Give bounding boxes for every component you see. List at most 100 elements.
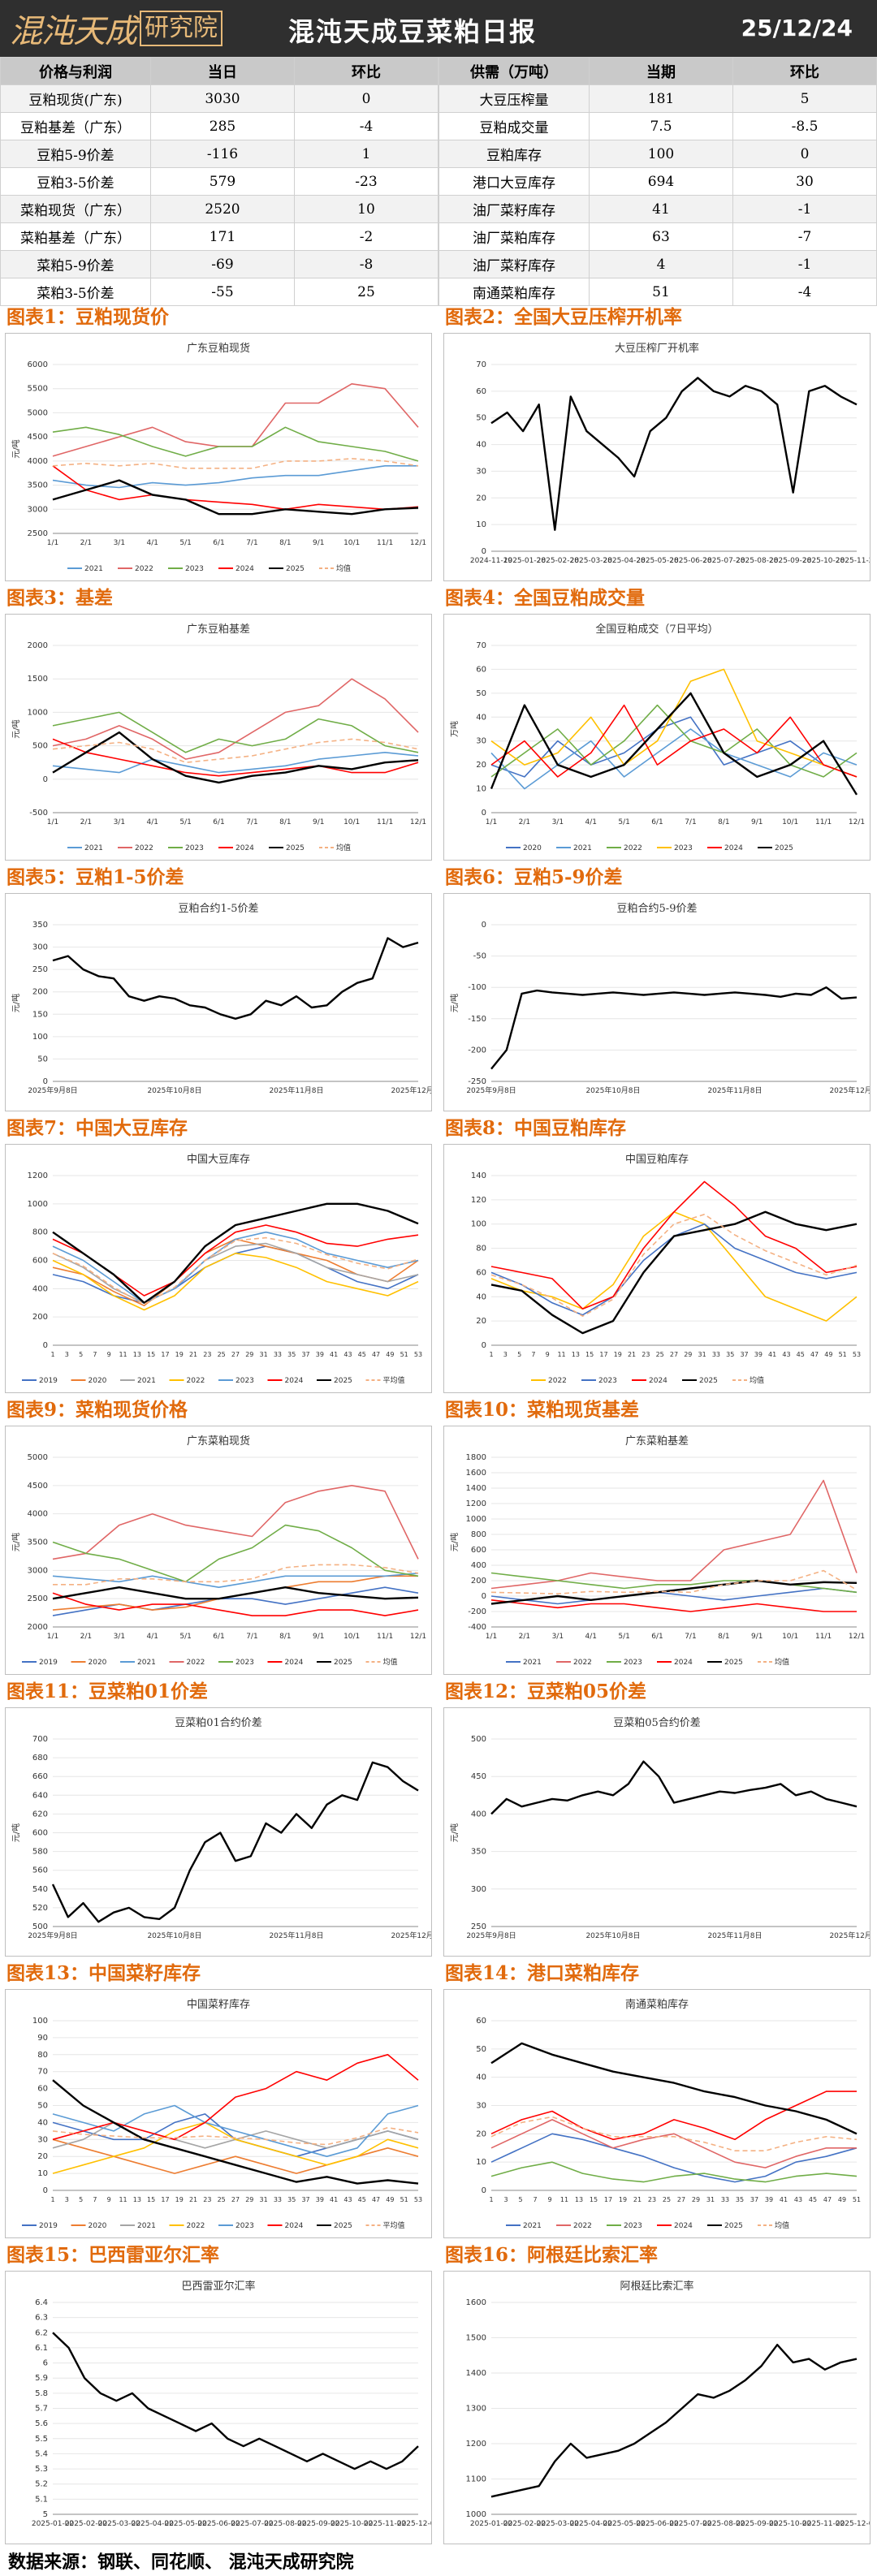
x-tick-label: 31 xyxy=(260,2196,268,2203)
x-tick-label: 3/1 xyxy=(552,818,564,826)
y-tick-label: 450 xyxy=(471,1772,486,1781)
x-tick-label: 51 xyxy=(400,1351,408,1358)
y-tick-label: 5.4 xyxy=(35,2449,48,2458)
chart-svg: 阿根廷比索汇率 1000 1100 1200 1300 1400 1500 1600 2025-… xyxy=(466,2280,870,2528)
legend-label: 2025 xyxy=(724,1659,743,1667)
x-tick-label: 4/1 xyxy=(146,1633,158,1641)
column-header: 供需（万吨） xyxy=(438,57,590,85)
y-tick-label: 10 xyxy=(476,520,486,529)
y-tick-label: 40 xyxy=(476,1292,486,1301)
x-tick-label: 6/1 xyxy=(651,818,663,826)
y-tick-label: 5 xyxy=(43,2510,48,2519)
current-value: 7.5 xyxy=(589,112,733,140)
current-value: -69 xyxy=(150,250,295,278)
column-header: 环比 xyxy=(732,57,877,85)
y-tick-label: 50 xyxy=(476,414,486,423)
x-tick-label: 2025-01-02 xyxy=(32,2520,74,2528)
chart-panel: 中国菜籽库存 0 10 20 30 40 50 60 70 80 90 100 1 3 5 7 9 11 13 15 1… xyxy=(5,1989,432,2238)
x-tick-label: 2/1 xyxy=(80,539,92,547)
current-value: 181 xyxy=(589,84,733,113)
chart-caption: 图表1：豆粕现货价 xyxy=(6,306,170,328)
x-tick-label: 2025-10-28 xyxy=(802,557,845,565)
series-line-2025 xyxy=(490,2042,858,2135)
legend-label: 2022 xyxy=(187,2222,205,2230)
table-row: 豆粕成交量 7.5 -8.5 xyxy=(438,112,877,140)
company-logo: 混沌天成 研究院 xyxy=(10,8,222,50)
legend-label: 2025 xyxy=(334,2222,352,2230)
x-tick-label: 9 xyxy=(547,2196,551,2203)
y-tick-label: 700 xyxy=(32,1735,48,1744)
chart-panel: 阿根廷比索汇率 1000 1100 1200 1300 1400 1500 1600 2025-… xyxy=(443,2271,871,2544)
x-tick-label: 4/1 xyxy=(146,539,158,547)
legend-label: 2019 xyxy=(39,1659,58,1667)
table-row: 豆粕3-5价差 579 -23 xyxy=(0,167,438,196)
x-tick-label: 2025-09-02 xyxy=(736,2520,778,2528)
chart-title: 南通菜粕库存 xyxy=(625,1998,689,2011)
x-tick-label: 45 xyxy=(358,1351,366,1358)
series-line-均值 xyxy=(490,2116,858,2151)
y-tick-label: 3000 xyxy=(28,1566,48,1575)
y-tick-label: 6.2 xyxy=(35,2328,48,2337)
x-tick-label: 2025-11-28 xyxy=(836,557,870,565)
x-tick-label: 7 xyxy=(531,1351,535,1358)
table-row: 豆粕库存 100 0 xyxy=(438,140,877,168)
series-line-2023 xyxy=(52,711,419,753)
y-tick-label: 1000 xyxy=(28,1200,48,1209)
table-row: 油厂菜籽库存 4 -1 xyxy=(438,250,877,278)
current-value: 285 xyxy=(150,112,295,140)
chart-title: 豆粕合约5-9价差 xyxy=(617,903,698,915)
x-tick-label: 7/1 xyxy=(246,1633,257,1641)
x-tick-label: 49 xyxy=(824,1351,832,1358)
y-tick-label: 6000 xyxy=(28,360,48,369)
x-tick-label: 3/1 xyxy=(114,1633,125,1641)
x-tick-label: 2025年12月8日 xyxy=(829,1085,870,1095)
y-tick-label: 1100 xyxy=(466,2475,486,2484)
legend-label: 2021 xyxy=(573,844,592,852)
y-tick-label: 0 xyxy=(482,2186,486,2195)
series-line-平均值 xyxy=(52,1236,419,1305)
x-tick-label: 2025-08-02 xyxy=(702,2520,745,2528)
x-tick-label: 15 xyxy=(585,1351,594,1358)
y-tick-label: 5000 xyxy=(28,408,48,417)
y-tick-label: 60 xyxy=(476,387,486,396)
current-value: 100 xyxy=(589,140,733,168)
x-tick-label: 9/1 xyxy=(313,1633,324,1641)
series-line-2022 xyxy=(52,382,419,457)
y-tick-label: 200 xyxy=(471,1577,486,1586)
x-tick-label: 3 xyxy=(65,2196,69,2203)
current-value: -116 xyxy=(150,140,295,168)
x-tick-label: 1 xyxy=(489,2196,493,2203)
y-tick-label: 580 xyxy=(32,1848,48,1857)
y-tick-label: 20 xyxy=(37,2152,48,2161)
x-tick-label: 39 xyxy=(316,2196,324,2203)
change-value: -4 xyxy=(294,112,438,140)
chart-panel: 豆粕合约1-5价差 元/吨 0 50 100 150 200 250 300 350 2025年9月… xyxy=(5,893,432,1111)
x-tick-label: 25 xyxy=(218,2196,226,2203)
series-line-2023 xyxy=(52,1524,419,1583)
chart-caption: 图表13：中国菜籽库存 xyxy=(6,1962,201,1984)
y-axis-label: 万吨 xyxy=(449,721,460,737)
legend-label: 2024 xyxy=(649,1377,667,1385)
series-line-均值 xyxy=(53,1564,419,1586)
legend-label: 2025 xyxy=(724,2222,743,2230)
y-axis-label: 元/吨 xyxy=(11,994,21,1012)
x-tick-label: 2025-10-02 xyxy=(330,2520,373,2528)
table-row: 大豆压榨量 181 5 xyxy=(438,84,877,113)
x-tick-label: 13 xyxy=(575,2196,583,2203)
y-tick-label: 1200 xyxy=(28,1171,48,1180)
table-header-row: 供需（万吨） 当期 环比 xyxy=(438,57,877,85)
y-tick-label: 2500 xyxy=(28,529,48,538)
y-tick-label: 400 xyxy=(471,1810,486,1819)
chart-caption: 图表10：菜粕现货基差 xyxy=(445,1399,640,1421)
legend-label: 2023 xyxy=(185,565,204,573)
x-tick-label: 5/1 xyxy=(618,1633,629,1641)
x-tick-label: 2025年10月8日 xyxy=(147,1085,201,1095)
series-line-main xyxy=(490,986,858,1070)
chart-title: 阿根廷比索汇率 xyxy=(620,2280,693,2293)
change-value: 10 xyxy=(294,195,438,223)
price-profit-table: 价格与利润 当日 环比 豆粕现货(广东) 3030 0 豆粕基差（广东） 285 -4 豆粕5-9… xyxy=(0,57,438,306)
table-row: 油厂菜粕库存 63 -7 xyxy=(438,222,877,251)
chart-caption: 图表9：菜粕现货价格 xyxy=(6,1399,188,1421)
legend-label: 2025 xyxy=(699,1377,718,1385)
series-line-2021 xyxy=(52,1573,419,1588)
